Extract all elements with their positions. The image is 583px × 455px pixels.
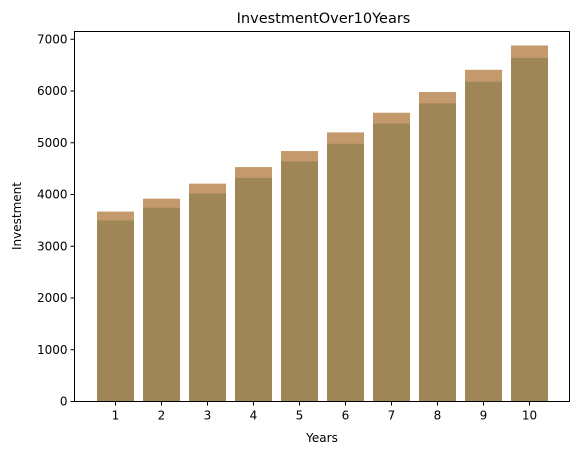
x-axis-label: Years (305, 431, 338, 445)
y-tick-label: 4000 (37, 188, 68, 202)
x-tick-label: 6 (342, 409, 350, 423)
bar-series-2-3 (189, 193, 226, 402)
x-tick-label: 5 (296, 409, 304, 423)
x-tick-label: 7 (388, 409, 396, 423)
bar-series-2-8 (419, 103, 456, 402)
bar-series-2-2 (143, 207, 180, 402)
y-tick-label: 5000 (37, 136, 68, 150)
x-tick-label: 4 (250, 409, 258, 423)
x-axis: 1 2 3 4 5 6 7 8 9 10 (112, 401, 537, 423)
bar-series-2-7 (373, 123, 410, 402)
x-tick-label: 10 (522, 409, 537, 423)
bar-series-2-5 (281, 161, 318, 402)
x-tick-label: 8 (434, 409, 442, 423)
x-tick-label: 3 (204, 409, 212, 423)
y-axis-label: Investment (10, 182, 24, 250)
bar-series-2-4 (235, 177, 272, 402)
x-tick-label: 1 (112, 409, 120, 423)
y-tick-label: 1000 (37, 343, 68, 357)
bar-series-2-6 (327, 143, 364, 402)
bar-series-2-10 (511, 57, 548, 402)
x-tick-label: 9 (480, 409, 488, 423)
bar-series-2-1 (97, 220, 134, 402)
plot-frame (74, 31, 570, 402)
y-tick-label: 6000 (37, 84, 68, 98)
y-tick-label: 0 (60, 395, 68, 409)
y-tick-label: 2000 (37, 291, 68, 305)
bar-series-2-9 (465, 81, 502, 402)
x-tick-label: 2 (158, 409, 166, 423)
y-axis: 0 1000 2000 3000 4000 5000 6000 7000 (37, 32, 75, 409)
bars-group (97, 45, 548, 402)
y-tick-label: 3000 (37, 239, 68, 253)
chart-title: InvestmentOver10Years (237, 11, 411, 27)
y-tick-label: 7000 (37, 32, 68, 46)
